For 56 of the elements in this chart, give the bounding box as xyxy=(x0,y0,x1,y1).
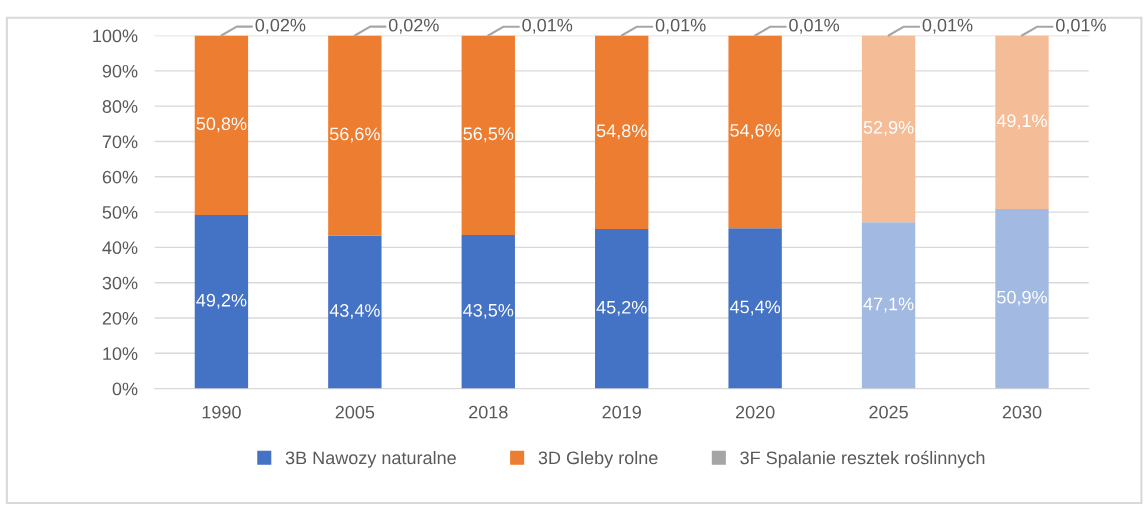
data-label: 50,9% xyxy=(997,290,1047,306)
y-tick-label: 20% xyxy=(102,311,138,325)
data-label: 0,02% xyxy=(388,18,439,34)
x-tick-label: 2005 xyxy=(335,405,375,419)
y-tick-label: 70% xyxy=(102,135,138,149)
data-label: 0,02% xyxy=(255,18,306,34)
data-label: 52,9% xyxy=(863,121,914,136)
data-label: 43,5% xyxy=(463,303,514,319)
legend-label: 3D Gleby rolne xyxy=(538,450,658,468)
data-label: 47,1% xyxy=(863,297,914,313)
x-tick-label: 2018 xyxy=(469,405,508,419)
bar xyxy=(728,35,782,229)
data-label: 56,6% xyxy=(329,127,380,143)
bar xyxy=(995,35,1049,209)
bar xyxy=(861,35,916,223)
bar xyxy=(728,228,782,389)
y-tick-label: 50% xyxy=(102,206,138,219)
y-tick-label: 90% xyxy=(102,64,138,78)
bar xyxy=(861,222,916,389)
data-label: 0,01% xyxy=(655,18,706,34)
bar xyxy=(328,35,382,236)
y-tick-label: 80% xyxy=(102,100,138,113)
data-label: 45,2% xyxy=(596,300,647,316)
data-label: 49,1% xyxy=(996,114,1047,130)
data-label: 43,4% xyxy=(329,304,380,319)
bar xyxy=(194,214,249,389)
data-label: 0,01% xyxy=(789,18,840,34)
data-label: 0,01% xyxy=(922,18,973,34)
y-tick-label: 100% xyxy=(93,29,138,43)
data-label: 54,6% xyxy=(730,124,781,139)
bar xyxy=(595,229,649,389)
x-tick-label: 2025 xyxy=(869,405,908,419)
x-tick-label: 2020 xyxy=(735,405,775,419)
bar xyxy=(595,35,649,230)
x-tick-label: 2030 xyxy=(1002,405,1042,419)
data-label: 56,5% xyxy=(463,127,514,143)
bar xyxy=(995,208,1049,389)
data-label: 0,01% xyxy=(522,18,573,34)
data-label: 54,8% xyxy=(596,124,647,140)
x-tick-label: 1990 xyxy=(202,405,241,419)
bar xyxy=(328,235,382,389)
bar xyxy=(461,35,515,236)
data-label: 49,2% xyxy=(196,293,247,309)
bar xyxy=(194,35,249,215)
legend-label: 3B Nawozy naturalne xyxy=(285,450,456,468)
y-tick-label: 0% xyxy=(112,382,138,396)
y-tick-label: 10% xyxy=(103,347,138,361)
bar xyxy=(461,235,515,389)
data-label: 0,01% xyxy=(1056,18,1106,34)
data-label: 45,4% xyxy=(729,300,781,316)
y-tick-label: 40% xyxy=(102,241,138,255)
y-tick-label: 30% xyxy=(102,276,138,290)
y-tick-label: 60% xyxy=(102,170,138,184)
legend-label: 3F Spalanie resztek roślinnych xyxy=(740,450,985,468)
data-label: 50,8% xyxy=(196,117,247,133)
x-tick-label: 2019 xyxy=(602,405,641,419)
